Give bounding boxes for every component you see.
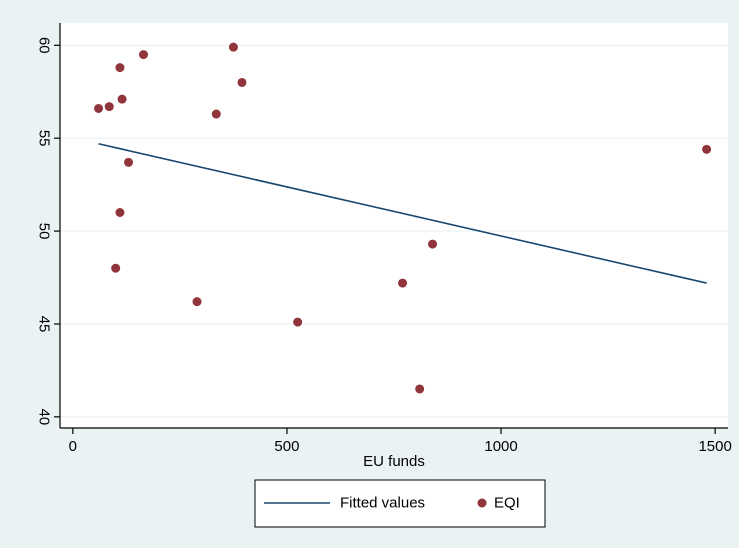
legend-eqi-label: EQI: [494, 495, 520, 512]
ticks: 40 45 50 55 60 0 500 1000 1500: [36, 37, 732, 455]
eqi-point: [398, 278, 408, 288]
axes: [59, 23, 728, 429]
eqi-point: [228, 42, 238, 52]
x-tick-label: 0: [69, 438, 77, 455]
y-tick-label: 55: [36, 130, 53, 147]
eqi-point: [415, 384, 425, 394]
y-tick-label: 45: [36, 316, 53, 333]
eqi-point: [94, 103, 104, 113]
eqi-point: [237, 77, 247, 87]
x-tick-label: 1000: [484, 438, 517, 455]
eqi-point: [115, 207, 125, 217]
eqi-point: [702, 144, 712, 154]
eqi-point: [428, 239, 438, 249]
series: [94, 42, 712, 394]
y-tick-label: 40: [36, 409, 53, 426]
legend: Fitted values EQI: [254, 479, 546, 528]
eqi-point: [111, 263, 121, 273]
eqi-point: [211, 109, 221, 119]
eqi-point: [293, 317, 303, 327]
x-axis-title: EU funds: [363, 453, 425, 470]
x-tick-label: 1500: [698, 438, 731, 455]
eqi-point: [139, 50, 148, 60]
eqi-point: [117, 94, 127, 104]
eqi-point: [104, 102, 114, 112]
x-tick-label: 500: [274, 438, 299, 455]
eqi-point: [124, 157, 134, 167]
y-tick-label: 60: [36, 37, 53, 54]
legend-eqi-swatch: [477, 498, 487, 508]
eqi-point: [115, 63, 125, 73]
grid: [60, 44, 728, 418]
legend-fitted-label: Fitted values: [340, 495, 425, 512]
plot-area: [60, 23, 728, 428]
y-tick-label: 50: [36, 223, 53, 240]
eqi-point: [192, 297, 202, 307]
fitted-values-line: [98, 142, 707, 284]
